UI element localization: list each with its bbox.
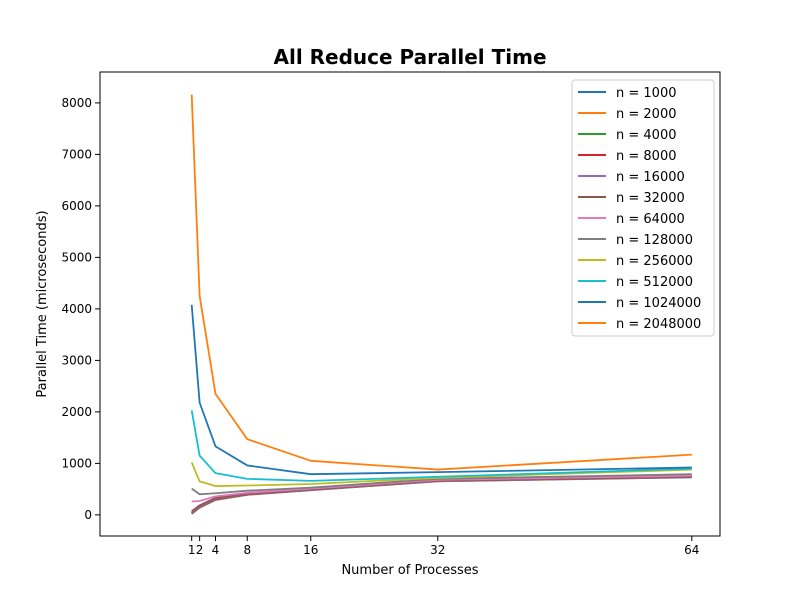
chart-title: All Reduce Parallel Time (273, 45, 546, 69)
series-line-8 (190, 462, 692, 487)
y-tick-label-1: 1000 (61, 456, 92, 470)
legend-label-0: n = 1000 (616, 86, 676, 101)
x-tick-label-4: 16 (303, 543, 318, 557)
y-tick-label-3: 3000 (61, 353, 92, 367)
series-line-9 (190, 410, 692, 482)
legend-label-1: n = 2000 (616, 107, 676, 122)
legend-label-7: n = 128000 (616, 233, 693, 248)
x-tick-label-0: 1 (188, 543, 196, 557)
series-line-2 (191, 475, 692, 515)
x-tick-label-2: 4 (212, 543, 220, 557)
legend-label-8: n = 256000 (616, 254, 693, 269)
x-tick-label-3: 8 (243, 543, 251, 557)
series-line-11 (190, 94, 692, 471)
y-tick-label-6: 6000 (61, 199, 92, 213)
legend-label-5: n = 32000 (616, 191, 685, 206)
legend-label-10: n = 1024000 (616, 296, 701, 311)
legend: n = 1000 n = 2000 n = 4000 n = 8000 n = 1600… (571, 79, 715, 337)
legend-label-4: n = 16000 (616, 170, 685, 185)
series-line-7 (191, 473, 692, 496)
plot-frame (99, 71, 721, 537)
y-tick-label-8: 8000 (61, 96, 92, 110)
x-axis-label: Number of Processes (341, 563, 478, 578)
series-line-10 (190, 304, 692, 476)
legend-label-6: n = 64000 (616, 212, 685, 227)
x-tick-label-1: 2 (196, 543, 204, 557)
y-axis-label: Parallel Time (microseconds) (35, 210, 50, 397)
y-tick-label-7: 7000 (61, 147, 92, 161)
x-axis-ticks: 1 2 4 8 16 32 64 (188, 536, 699, 557)
legend-box (571, 79, 715, 337)
legend-label-9: n = 512000 (616, 275, 693, 290)
legend-label-3: n = 8000 (616, 149, 676, 164)
series-line-1 (191, 476, 692, 515)
series-line-0 (191, 476, 692, 515)
y-tick-label-0: 0 (84, 508, 92, 522)
series-line-3 (191, 476, 692, 514)
y-tick-label-4: 4000 (61, 302, 92, 316)
series-line-6 (191, 474, 692, 503)
x-tick-label-5: 32 (430, 543, 445, 557)
y-tick-label-2: 2000 (61, 405, 92, 419)
legend-label-2: n = 4000 (616, 128, 676, 143)
y-axis-ticks: 0 1000 2000 3000 4000 5000 6000 7000 8000 (61, 96, 100, 522)
x-tick-label-6: 64 (684, 543, 699, 557)
plot-lines (190, 94, 692, 515)
y-tick-label-5: 5000 (61, 250, 92, 264)
legend-label-11: n = 2048000 (616, 317, 701, 332)
